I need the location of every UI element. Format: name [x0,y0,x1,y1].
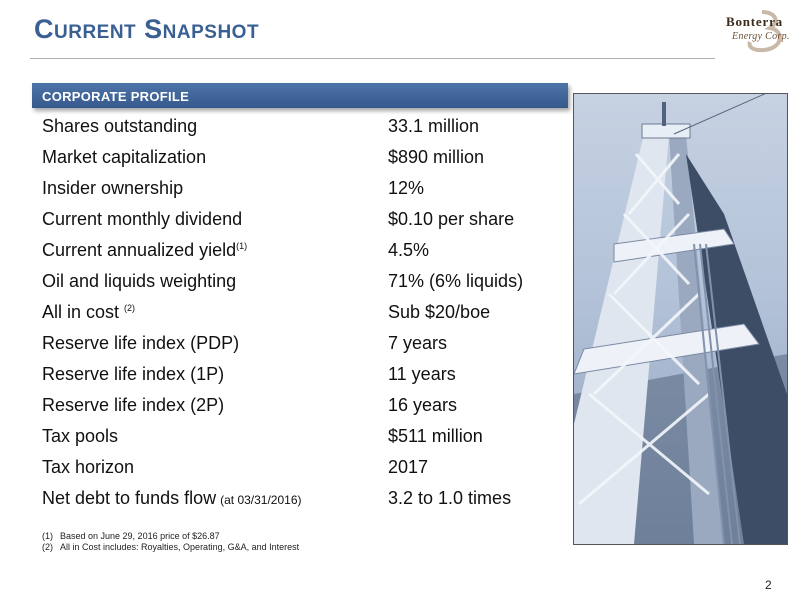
profile-row-market-cap: Market capitalization $890 million [42,147,562,178]
profile-row-rli-pdp: Reserve life index (PDP) 7 years [42,333,562,364]
title-divider [30,58,715,59]
profile-row-tax-pools: Tax pools $511 million [42,426,562,457]
row-label: Tax horizon [42,457,135,477]
row-value: Sub $20/boe [388,302,491,322]
footnote: (2) All in Cost includes: Royalties, Oper… [42,542,299,553]
footnote-number: (2) [42,542,53,552]
page-number: 2 [765,578,772,592]
row-label: Net debt to funds flow [42,488,217,508]
footnotes: (1) Based on June 29, 2016 price of $26.8… [42,531,299,553]
row-value: 4.5% [388,240,430,260]
section-title: CORPORATE PROFILE [42,89,190,104]
profile-row-insider-ownership: Insider ownership 12% [42,178,562,209]
row-value: 33.1 million [388,116,480,136]
company-logo: Bonterra Energy Corp. [718,8,792,54]
drilling-rig-illustration [574,94,787,544]
drilling-rig-photo [573,93,788,545]
profile-row-monthly-dividend: Current monthly dividend $0.10 per share [42,209,562,240]
page-title: Current Snapshot [34,14,260,44]
profile-row-tax-horizon: Tax horizon 2017 [42,457,562,488]
row-label-with-footnote: All in cost (2) [42,302,135,323]
row-value: $890 million [388,147,485,167]
row-label: Market capitalization [42,147,207,167]
row-value: 11 years [388,364,456,384]
section-header-bar: CORPORATE PROFILE [32,83,568,108]
footnote-text: Based on June 29, 2016 price of $26.87 [60,531,220,541]
profile-row-shares-outstanding: Shares outstanding 33.1 million [42,116,562,147]
row-label: Oil and liquids weighting [42,271,237,291]
footnote-ref: (1) [236,241,248,251]
row-value: $0.10 per share [388,209,515,229]
row-value: 3.2 to 1.0 times [388,488,512,508]
footnote-text: All in Cost includes: Royalties, Operati… [60,542,300,552]
profile-row-net-debt: Net debt to funds flow (at 03/31/2016) 3.… [42,488,562,519]
logo-name: Bonterra [726,14,783,29]
logo-subtitle: Energy Corp. [732,31,790,42]
row-note: (at 03/31/2016) [220,493,302,507]
profile-row-rli-2p: Reserve life index (2P) 16 years [42,395,562,426]
row-label: Reserve life index (1P) [42,364,225,384]
row-label-with-footnote: Current annualized yield(1) [42,240,247,261]
row-label: Tax pools [42,426,119,446]
row-value: 2017 [388,457,429,477]
row-label: Current annualized yield [42,240,237,260]
row-value: 71% (6% liquids) [388,271,524,291]
row-value: 12% [388,178,425,198]
corporate-profile-list: Shares outstanding 33.1 million Market c… [42,116,562,519]
row-value: 16 years [388,395,458,415]
row-label: Reserve life index (2P) [42,395,225,415]
row-value: $511 million [388,426,483,446]
row-label-with-note: Net debt to funds flow (at 03/31/2016) [42,488,302,509]
logo-emblem-icon [747,10,782,53]
profile-row-all-in-cost: All in cost (2) Sub $20/boe [42,302,562,333]
row-label: Current monthly dividend [42,209,243,229]
footnote: (1) Based on June 29, 2016 price of $26.8… [42,531,299,542]
row-value: 7 years [388,333,448,353]
row-label: Reserve life index (PDP) [42,333,240,353]
row-label: All in cost [42,302,120,322]
profile-row-annualized-yield: Current annualized yield(1) 4.5% [42,240,562,271]
footnote-number: (1) [42,531,53,541]
profile-row-rli-1p: Reserve life index (1P) 11 years [42,364,562,395]
row-label: Shares outstanding [42,116,198,136]
footnote-ref: (2) [124,303,136,313]
row-label: Insider ownership [42,178,184,198]
profile-row-liquids-weighting: Oil and liquids weighting 71% (6% liquid… [42,271,562,302]
